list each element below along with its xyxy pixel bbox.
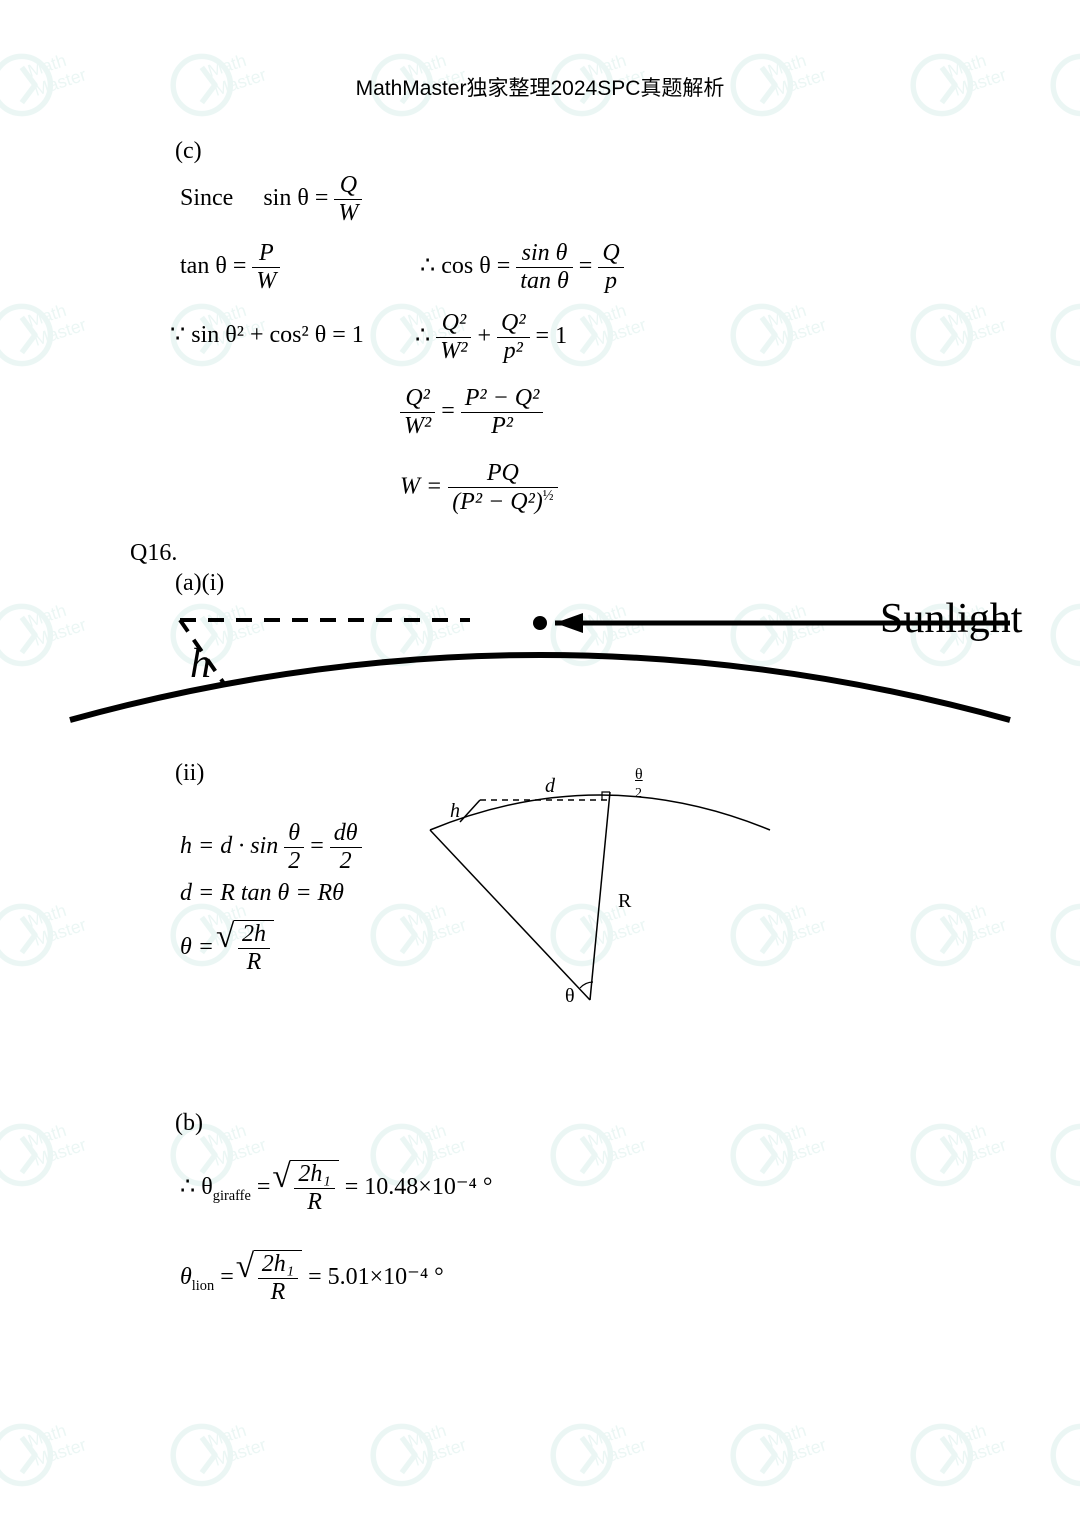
label-h-small: h (450, 800, 460, 823)
label-R: R (618, 890, 631, 913)
eq-lion: θlion = 2h₁R = 5.01×10⁻⁴ ° (180, 1250, 444, 1306)
label-theta-small: θ (565, 985, 575, 1008)
eq-giraffe: ∴ θgiraffe = 2h₁R = 10.48×10⁻⁴ ° (180, 1160, 492, 1216)
label-d-small: d (545, 775, 555, 798)
label-b: (b) (175, 1110, 203, 1137)
label-theta-half: θ2 (635, 766, 643, 802)
diagram-geometry (0, 0, 1080, 1527)
